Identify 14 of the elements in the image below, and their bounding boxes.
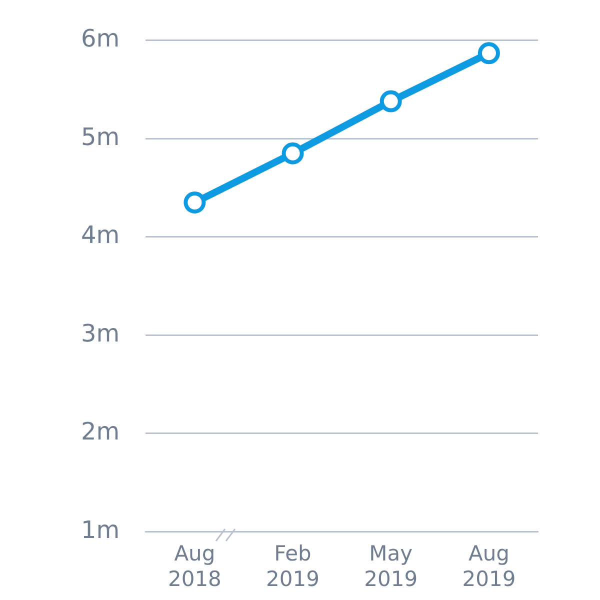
point: [478, 42, 500, 64]
y-tick-label: 4m: [80, 221, 120, 250]
y-tick-label: 5m: [80, 122, 120, 151]
x-tick-label: Aug 2018: [168, 542, 222, 591]
y-tick-label: 3m: [80, 319, 120, 348]
x-tick-label: Feb 2019: [266, 542, 320, 591]
x-tick-label: May 2019: [364, 542, 418, 591]
point: [282, 142, 304, 164]
point: [380, 90, 402, 112]
y-tick-label: 1m: [80, 516, 120, 544]
y-tick-label: 6m: [80, 24, 120, 53]
x-tick-label: Aug 2019: [462, 542, 516, 591]
y-tick-label: 2m: [80, 418, 120, 446]
point: [184, 191, 206, 214]
